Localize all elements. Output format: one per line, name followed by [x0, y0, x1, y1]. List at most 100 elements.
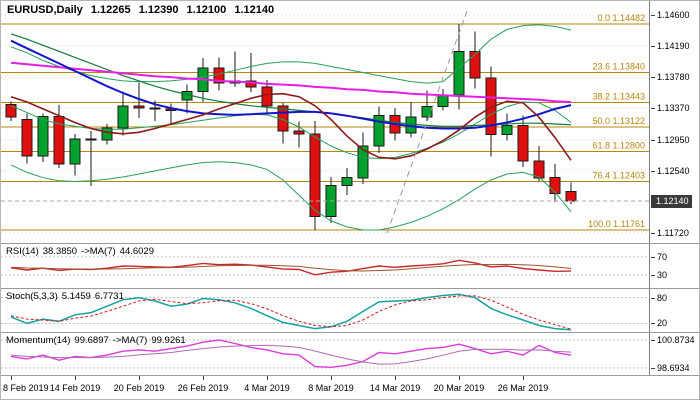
fib-label: 0.0 1.14482: [597, 13, 645, 23]
fib-label: 61.8 1.12800: [592, 140, 645, 150]
date-label: 26 Mar 2019: [497, 383, 549, 393]
candle: [37, 113, 49, 162]
date-tick: [139, 376, 140, 380]
candle: [309, 121, 321, 230]
main-chart-canvas: 0.0 1.14482 23.6 1.13840 38.2 1.13443 50.0 …: [1, 11, 649, 234]
ma-blue: [10, 39, 572, 130]
date-tick: [523, 376, 524, 380]
date-tick: [11, 376, 12, 380]
price-axis-tick: 1.13780: [651, 72, 690, 82]
candle: [469, 31, 481, 89]
momentum-ma-line: [10, 344, 572, 365]
momentum-axis-tick: 100.8734: [651, 335, 695, 345]
panel-divider[interactable]: [1, 243, 699, 244]
time-axis[interactable]: 8 Feb 2019 14 Feb 2019 20 Feb 2019 26 Feb 2…: [1, 376, 699, 399]
momentum-panel[interactable]: Momentum(14) 99.6897 ->MA(7) 99.9261: [1, 333, 649, 375]
rsi-ma-name: ->MA(7): [81, 246, 116, 257]
ma-magenta: [10, 61, 572, 103]
date-tick: [267, 376, 268, 380]
rsi-axis-tick: 70: [651, 252, 667, 262]
bollinger-middle-band: [10, 101, 572, 160]
price-axis-tick: 1.12950: [651, 135, 690, 145]
current-price-badge: 1.12140: [651, 195, 692, 208]
date-tick: [459, 376, 460, 380]
bollinger-lower-band: [10, 161, 572, 231]
candle: [245, 52, 257, 93]
momentum-value: 99.6897: [74, 335, 109, 346]
momentum-label: Momentum(14) 99.6897 ->MA(7) 99.9261: [6, 335, 190, 346]
ma-darkred: [10, 92, 572, 161]
price-axis-tick: 1.13370: [651, 103, 690, 113]
momentum-ma-name: ->MA(7): [112, 335, 148, 346]
stoch-axis-tick: 80: [651, 293, 667, 303]
momentum-ma-value: 99.9261: [151, 335, 186, 346]
bollinger-upper-band: [10, 24, 572, 84]
date-label: 26 Feb 2019: [177, 383, 229, 393]
candle: [21, 113, 33, 164]
candle: [293, 121, 305, 148]
stochastic-panel[interactable]: Stoch(5,3,3) 5.1459 6.7731: [1, 289, 649, 332]
stochastic-axis[interactable]: 80 20: [649, 289, 699, 332]
date-label: 4 Mar 2019: [244, 383, 290, 393]
momentum-axis-tick: 98.6934: [651, 363, 690, 373]
candle: [261, 80, 273, 114]
stoch-signal-value: 6.7731: [94, 291, 124, 302]
rsi-axis-tick: 30: [651, 270, 667, 280]
main-chart-plot[interactable]: 0.0 1.14482 23.6 1.13840 38.2 1.13443 50.0 …: [1, 1, 649, 243]
rsi-name: RSI(14): [6, 246, 39, 257]
candle: [485, 66, 497, 157]
fib-label: 76.4 1.12403: [592, 170, 645, 180]
candle: [421, 90, 433, 121]
stoch-axis-tick: 20: [651, 318, 667, 328]
date-tick: [395, 376, 396, 380]
rsi-label: RSI(14) 38.3850 ->MA(7) 44.6029: [6, 246, 158, 257]
rsi-ma-line: [10, 263, 572, 272]
date-tick: [203, 376, 204, 380]
momentum-canvas: [1, 339, 649, 369]
price-axis-tick: 1.11720: [651, 228, 689, 238]
date-tick: [331, 376, 332, 380]
candle: [341, 167, 353, 196]
rsi-canvas: [1, 256, 649, 276]
panel-divider[interactable]: [1, 332, 699, 333]
date-label: 8 Mar 2019: [308, 383, 354, 393]
rsi-ma-value: 44.6029: [119, 246, 154, 257]
date-label: 20 Mar 2019: [433, 383, 485, 393]
panel-divider[interactable]: [1, 288, 699, 289]
high-value: 1.12390: [138, 4, 179, 16]
date-label: 20 Feb 2019: [113, 383, 165, 393]
candle: [69, 133, 81, 176]
stoch-signal-line: [10, 295, 572, 330]
close-value: 1.12140: [234, 4, 275, 16]
price-axis-tick: 1.14190: [651, 41, 690, 51]
ma-green-slow: [10, 33, 572, 127]
candle: [517, 115, 529, 168]
panel-divider[interactable]: [1, 375, 699, 376]
rsi-value: 38.3850: [42, 246, 78, 257]
candle: [133, 82, 145, 118]
candle: [549, 164, 561, 202]
rsi-axis[interactable]: 70 30: [649, 244, 699, 288]
stoch-value: 5.1459: [61, 291, 91, 302]
fib-label: 50.0 1.13122: [592, 116, 645, 126]
date-label: 8 Feb 2019: [3, 383, 49, 393]
fib-label: 100.0 1.11761: [588, 219, 645, 229]
stoch-name: Stoch(5,3,3): [6, 291, 58, 302]
candle: [373, 106, 385, 153]
candle: [101, 124, 113, 145]
candle: [437, 89, 449, 111]
open-value: 1.12265: [90, 4, 131, 16]
date-label: 14 Mar 2019: [369, 383, 421, 393]
rsi-panel[interactable]: RSI(14) 38.3850 ->MA(7) 44.6029: [1, 244, 649, 288]
price-axis-tick: 1.12540: [651, 166, 690, 176]
stochastic-label: Stoch(5,3,3) 5.1459 6.7731: [6, 291, 128, 302]
momentum-axis[interactable]: 100.8734 98.6934: [649, 333, 699, 375]
candle: [325, 177, 337, 224]
candle: [5, 101, 17, 121]
price-axis[interactable]: 1.14600 1.14190 1.13780 1.13370 1.12950 1.125…: [649, 1, 699, 243]
date-tick: [75, 376, 76, 380]
candle: [533, 146, 545, 182]
candle: [357, 132, 369, 184]
stoch-main-line: [10, 293, 572, 331]
